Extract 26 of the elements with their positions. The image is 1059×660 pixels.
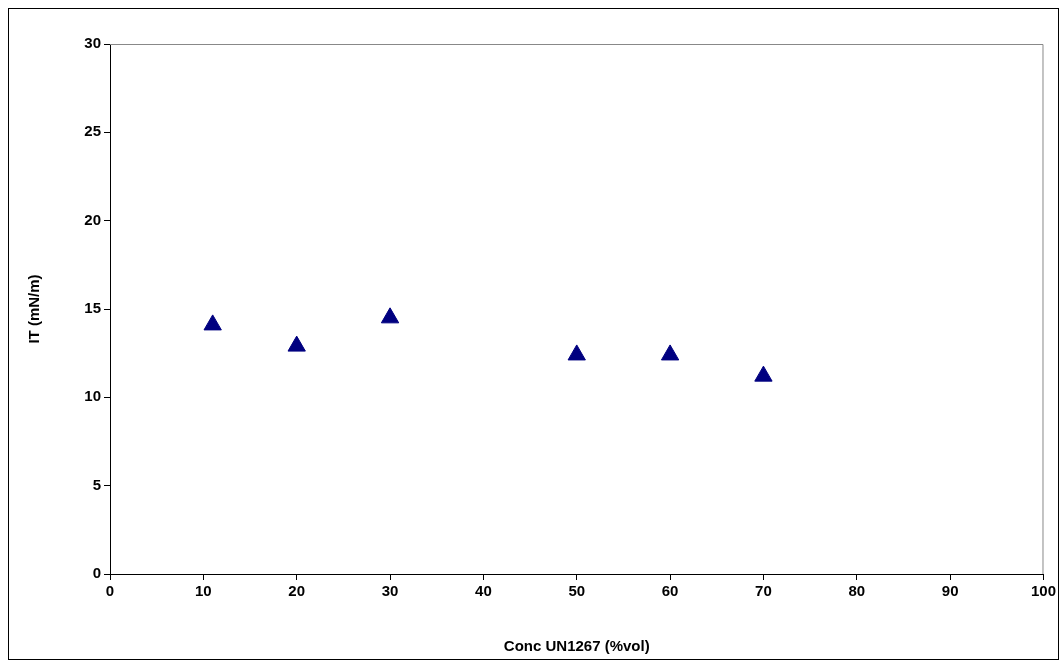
y-tick-label: 5	[92, 475, 101, 493]
x-tick-label: 40	[475, 582, 492, 600]
x-tick-label: 10	[195, 582, 212, 600]
y-axis-title: IT (mN/m)	[25, 274, 43, 344]
point	[380, 307, 400, 324]
x-axis-title: Conc UN1267 (%vol)	[503, 637, 650, 655]
y-tick-label: 0	[92, 564, 101, 582]
y-tick-label: 30	[84, 34, 101, 52]
y-tick-label: 20	[84, 210, 101, 228]
x-tick-label: 80	[848, 582, 866, 600]
y-tick-label: 10	[84, 387, 101, 405]
x-tick-label: 90	[941, 582, 959, 600]
x-tick-label: 30	[381, 582, 399, 600]
point	[660, 344, 680, 361]
x-tick-label: 0	[105, 582, 115, 600]
y-tick-label: 25	[84, 122, 101, 140]
point	[567, 344, 586, 361]
x-tick-label: 20	[288, 582, 306, 600]
point	[754, 365, 773, 382]
point	[287, 335, 306, 352]
point	[203, 314, 222, 331]
x-tick-label: 60	[661, 582, 679, 600]
x-tick-label: 70	[755, 582, 772, 600]
x-tick-label: 50	[568, 582, 586, 600]
y-tick-label: 15	[84, 299, 101, 317]
x-tick-label: 100	[1030, 582, 1056, 600]
